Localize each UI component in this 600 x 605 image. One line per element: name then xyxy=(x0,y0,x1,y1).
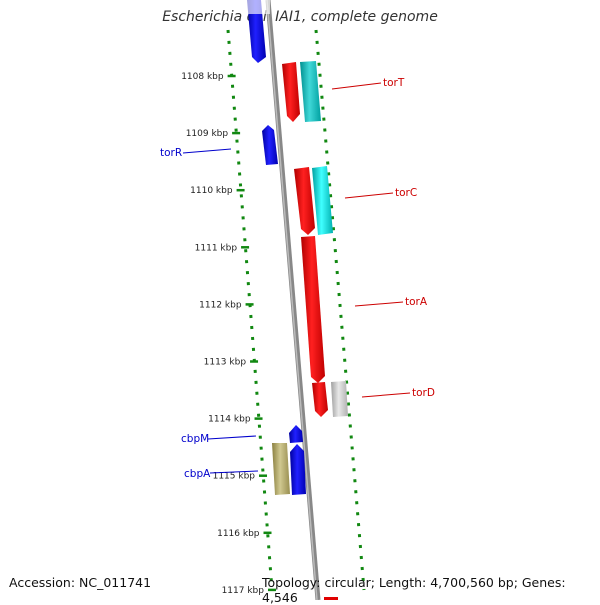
cds-cbpA xyxy=(272,443,290,495)
cds-torC xyxy=(312,166,333,235)
accession-text: Accession: NC_011741 xyxy=(9,575,152,590)
ruler-tick-label: 1108 kbp xyxy=(181,72,224,82)
gene-torR xyxy=(262,125,278,165)
gene-torC xyxy=(294,167,315,235)
ruler: 1108 kbp 1109 kbp 1110 kbp 1111 kbp 1112 kbp… xyxy=(181,72,276,596)
outer-dotted-track xyxy=(314,29,366,591)
label-torD: torD xyxy=(412,387,435,399)
ruler-tick-label: 1112 kbp xyxy=(199,300,242,310)
partial-gene-top xyxy=(247,0,266,63)
gene-cbpM xyxy=(289,425,303,443)
ruler-tick-label: 1114 kbp xyxy=(208,415,251,425)
ruler-tick-label: 1113 kbp xyxy=(204,358,247,368)
label-cbpM: cbpM xyxy=(181,433,209,445)
cbpM-leader xyxy=(207,435,257,440)
gene-torD xyxy=(312,382,328,417)
label-torR: torR xyxy=(160,147,182,159)
ruler-tick-label: 1109 kbp xyxy=(186,129,229,139)
torR-leader xyxy=(182,148,232,154)
topology-text: Topology: circular; Length: 4,700,560 bp… xyxy=(262,575,566,605)
torD-leader xyxy=(361,392,411,398)
partial-gene-top-fade xyxy=(244,0,270,14)
label-torC: torC xyxy=(395,187,417,199)
ruler-tick-label: 1111 kbp xyxy=(195,243,238,253)
cds-torT xyxy=(300,61,321,122)
ruler-tick-label: 1115 kbp xyxy=(213,472,256,482)
torT-leader xyxy=(331,82,382,90)
cbpA-leader xyxy=(209,470,259,474)
label-torT: torT xyxy=(383,77,405,89)
gene-torA xyxy=(301,236,325,383)
gene-torT xyxy=(282,62,300,122)
ruler-tick-label: 1110 kbp xyxy=(190,186,233,196)
ruler-tick-label: 1116 kbp xyxy=(217,529,260,539)
gene-cbpA xyxy=(290,444,306,495)
genome-backbone-highlight xyxy=(266,0,318,600)
torA-leader xyxy=(354,301,404,307)
ruler-tick-label: 1117 kbp xyxy=(222,586,265,596)
map-title: Escherichia coli IAI1, complete genome xyxy=(162,9,438,25)
label-cbpA: cbpA xyxy=(184,468,211,480)
label-torA: torA xyxy=(405,296,428,308)
cds-torD xyxy=(331,381,348,417)
partial-gene-bottom xyxy=(324,597,338,600)
torC-leader xyxy=(344,192,394,199)
